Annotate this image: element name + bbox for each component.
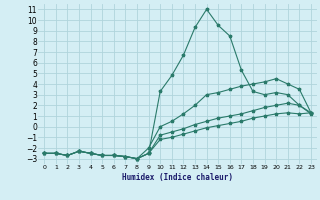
X-axis label: Humidex (Indice chaleur): Humidex (Indice chaleur): [122, 173, 233, 182]
